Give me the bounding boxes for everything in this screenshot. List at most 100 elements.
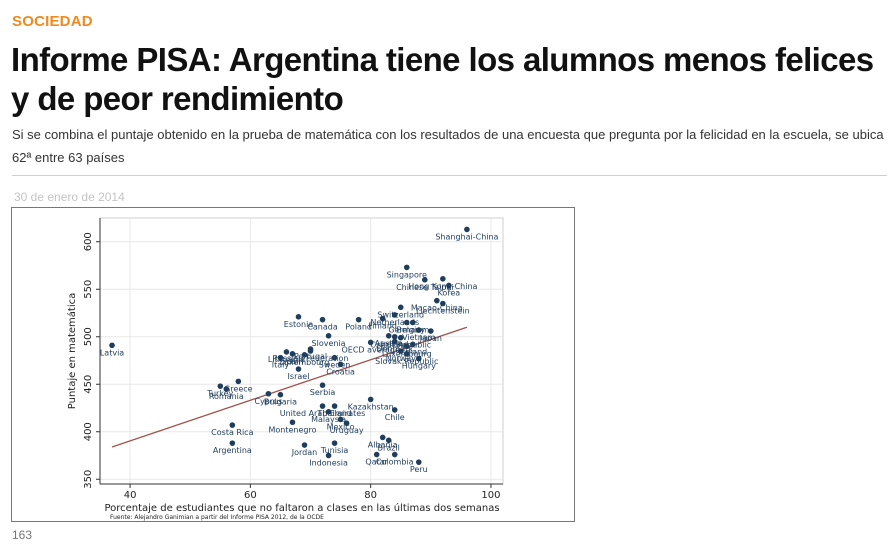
y-tick-label: 600	[83, 232, 94, 251]
data-point	[295, 366, 302, 372]
data-point	[217, 383, 224, 389]
y-tick-label: 400	[83, 422, 94, 441]
data-point-label: Malaysia	[311, 415, 346, 424]
data-point	[325, 452, 332, 459]
data-point-label: Liechtenstein	[416, 307, 470, 316]
source-note: Fuente: Alejandro Ganimian a partir del …	[110, 514, 324, 521]
data-point	[397, 334, 404, 341]
data-point-label: Shanghai-China	[435, 232, 498, 241]
data-point-label: OECD average	[341, 345, 399, 354]
data-point-label: Austria	[375, 339, 403, 348]
y-tick-label: 550	[83, 280, 94, 299]
data-point-label: Croatia	[326, 367, 355, 376]
data-point	[109, 342, 115, 349]
publish-date: 30 de enero de 2014	[14, 190, 125, 204]
data-point-label: Switzerland	[377, 310, 424, 319]
data-point	[415, 327, 422, 333]
data-point	[391, 338, 398, 345]
x-tick-label: 100	[481, 490, 500, 501]
data-point	[283, 349, 290, 355]
data-point-label: Singapore	[387, 270, 427, 279]
data-point-label: Japan	[419, 334, 442, 343]
data-point-label: Bulgaria	[264, 398, 297, 407]
data-point	[409, 319, 416, 326]
data-point	[367, 396, 374, 403]
data-point	[403, 343, 410, 350]
data-point-label: Belgium	[396, 326, 429, 335]
x-tick-label: 60	[244, 490, 257, 501]
data-point-label: Jordan	[291, 448, 317, 457]
data-point-label: Israel	[288, 372, 310, 381]
data-point	[391, 312, 398, 318]
data-point-label: Italy	[272, 361, 290, 370]
data-point	[337, 361, 344, 368]
data-point-label: Poland	[345, 323, 372, 332]
data-point-label: Korea	[438, 288, 461, 297]
scatter-chart: 350 400 450 500 550 600 40 60 80 100 Latvia Argent…	[66, 217, 504, 521]
data-point	[301, 442, 308, 448]
data-point-label: Latvia	[100, 348, 124, 357]
data-point	[391, 407, 398, 413]
data-point	[403, 319, 410, 326]
data-point	[319, 382, 326, 388]
data-point-label: Kazakhstan	[348, 402, 394, 411]
data-point-label: United Arab Emirates	[280, 409, 366, 418]
data-point-label: Serbia	[310, 388, 336, 397]
data-point	[397, 348, 404, 354]
data-point-label: Canada	[307, 323, 338, 332]
subtitle: Si se combina el puntaje obtenido en la …	[12, 127, 884, 165]
data-point	[367, 339, 374, 346]
y-tick-label: 450	[83, 375, 94, 394]
data-point-label: Mexico	[327, 422, 355, 431]
data-point-label: Norway	[386, 354, 417, 363]
data-point-label: Spain	[281, 357, 303, 366]
data-point	[319, 403, 326, 409]
data-point-label: Estonia	[284, 320, 314, 329]
data-point	[265, 390, 272, 397]
data-point	[385, 333, 392, 339]
headline: Informe PISA: Argentina tiene los alumno…	[11, 41, 874, 117]
data-point	[319, 316, 326, 323]
data-point-label: Hungary	[402, 362, 436, 371]
data-point	[301, 352, 308, 358]
data-point-label: Costa Rica	[211, 428, 253, 437]
data-point-label: Montenegro	[268, 425, 316, 434]
divider	[12, 175, 887, 176]
y-tick-label: 500	[83, 327, 94, 346]
data-point	[440, 276, 446, 282]
x-tick-label: 80	[364, 490, 377, 501]
data-point-label: Hong Kong-China	[408, 282, 477, 291]
data-point-label: Finland	[368, 322, 397, 331]
data-point-label: Denmark	[376, 345, 413, 354]
data-point	[229, 440, 236, 446]
data-point	[307, 346, 314, 352]
data-point-label: Slovak Republic	[375, 357, 438, 366]
section-label[interactable]: SOCIEDAD	[12, 13, 93, 30]
data-point	[422, 276, 428, 283]
chart-figure: 350 400 450 500 550 600 40 60 80 100 Latvia Argent…	[11, 207, 575, 522]
data-point-label: Greece	[224, 384, 253, 393]
data-point-label: Czech Republic	[370, 341, 431, 350]
data-point-label: Turkey	[206, 389, 233, 398]
data-point-label: Iceland	[398, 347, 427, 356]
data-point	[391, 451, 398, 458]
data-point-label: Macao-China	[411, 304, 463, 313]
x-axis-label: Porcentaje de estudiantes que no faltaro…	[104, 502, 499, 514]
data-point	[391, 333, 398, 340]
data-point	[289, 351, 296, 357]
data-point	[415, 355, 422, 362]
data-point	[409, 341, 416, 348]
x-tick-label: 40	[124, 490, 137, 501]
data-point	[277, 391, 284, 398]
data-point	[229, 422, 236, 428]
data-point	[415, 459, 422, 465]
data-point-label: Qatar	[365, 458, 388, 467]
data-point-label: Sweden	[319, 361, 351, 370]
data-point	[331, 440, 338, 446]
data-point-label: Argentina	[213, 446, 252, 455]
data-point	[235, 378, 242, 385]
data-point-label: Peru	[410, 465, 428, 474]
data-point	[379, 315, 386, 322]
data-point-label: Lithuania	[268, 355, 305, 364]
data-point	[403, 351, 410, 357]
